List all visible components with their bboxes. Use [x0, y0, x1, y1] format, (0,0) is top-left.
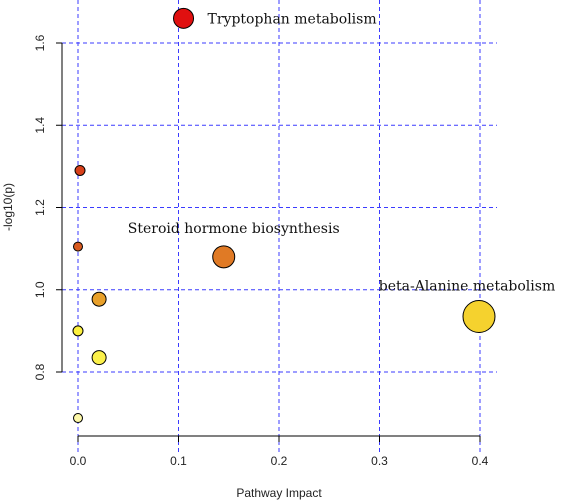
data-point [74, 164, 86, 176]
y-tick-label: 1.6 [33, 34, 47, 51]
data-point [212, 245, 236, 269]
x-axis-label: Pathway Impact [236, 486, 322, 500]
data-point [173, 7, 195, 29]
point-label: Steroid hormone biosynthesis [128, 221, 340, 237]
y-tick-label: 1.0 [33, 281, 47, 298]
data-point [462, 299, 496, 333]
point-label: Tryptophan metabolism [208, 11, 377, 27]
data-point [91, 291, 107, 307]
point-label: beta-Alanine metabolism [379, 278, 555, 294]
y-tick-label: 0.8 [33, 363, 47, 380]
data-point [73, 413, 83, 424]
point-labels: Tryptophan metabolism Steroid hormone bio… [128, 11, 555, 294]
x-tick-label: 0.0 [70, 454, 87, 468]
x-tick-label: 0.1 [170, 454, 187, 468]
y-tick-label: 1.4 [33, 117, 47, 134]
x-tick-label: 0.3 [371, 454, 388, 468]
x-tick-label: 0.2 [271, 454, 288, 468]
data-points [72, 7, 496, 424]
y-tick-label: 1.2 [33, 199, 47, 216]
y-axis-label: -log10(p) [1, 183, 15, 231]
grid-lines [62, 0, 497, 455]
data-point [72, 325, 84, 337]
data-point [91, 350, 107, 366]
axes: 0.8 1.0 1.2 1.4 1.6 0.0 0.1 0.2 0.3 0.4 [33, 34, 489, 468]
x-tick-label: 0.4 [472, 454, 489, 468]
data-point [73, 241, 83, 252]
